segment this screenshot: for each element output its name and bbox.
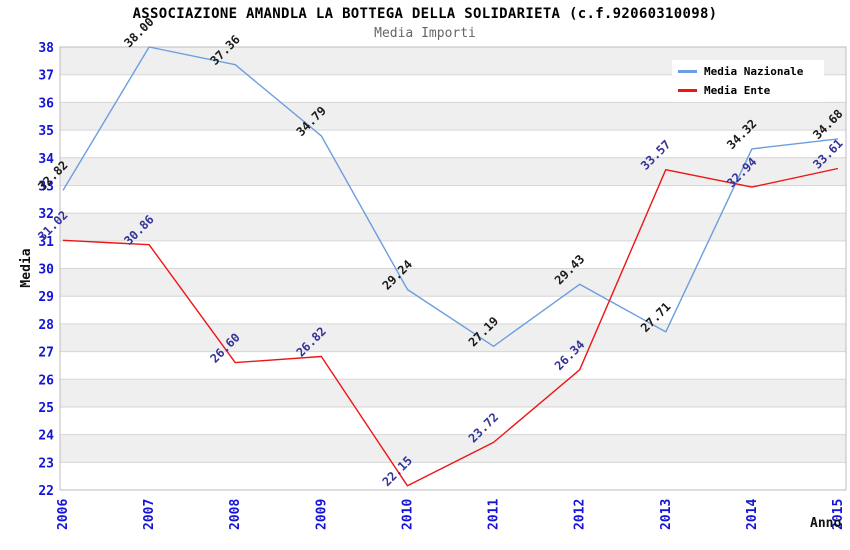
background-band (60, 434, 846, 463)
chart-subtitle: Media Importi (374, 26, 476, 41)
series-line-0 (62, 46, 839, 347)
y-tick-label: 22 (38, 484, 54, 499)
y-tick-label: 35 (38, 124, 54, 139)
y-tick-label: 30 (38, 263, 54, 278)
legend-swatch-media-ente (678, 89, 697, 92)
y-tick-label: 24 (38, 429, 54, 444)
x-tick-label: 2013 (659, 499, 674, 530)
y-tick-label: 29 (38, 290, 54, 305)
background-band (60, 213, 846, 241)
legend-item-media-nazionale: Media Nazionale (678, 62, 824, 81)
y-tick-label: 32 (38, 207, 54, 222)
x-tick-label: 2006 (56, 499, 71, 530)
background-band (60, 157, 846, 186)
y-axis-title: Media (19, 248, 34, 288)
y-tick-label: 34 (38, 152, 54, 167)
y-tick-label: 31 (38, 235, 54, 250)
legend: Media Nazionale Media Ente (672, 60, 824, 102)
y-tick-label: 28 (38, 318, 54, 333)
chart-title: ASSOCIAZIONE AMANDLA LA BOTTEGA DELLA SO… (132, 6, 718, 22)
x-axis-title: Anno (810, 516, 842, 531)
series-line-1 (62, 167, 839, 487)
y-tick-label: 27 (38, 346, 54, 361)
legend-label-media-nazionale: Media Nazionale (704, 65, 804, 78)
y-tick-label: 38 (38, 41, 54, 56)
plot-border (59, 46, 847, 491)
legend-item-media-ente: Media Ente (678, 81, 824, 100)
y-tick-label: 25 (38, 401, 54, 416)
x-tick-label: 2014 (745, 499, 760, 530)
background-band (60, 379, 846, 407)
background-band (60, 323, 846, 352)
x-tick-label: 2011 (487, 499, 502, 530)
data-label: 38.00 (121, 15, 156, 50)
y-tick-label: 23 (38, 456, 54, 471)
y-tick-label: 26 (38, 373, 54, 388)
y-tick-label: 37 (38, 69, 54, 84)
x-tick-label: 2012 (573, 499, 588, 530)
x-tick-label: 2008 (228, 499, 243, 530)
background-band (60, 268, 846, 297)
background-band (60, 102, 846, 131)
x-tick-label: 2007 (142, 499, 157, 530)
y-tick-label: 33 (38, 179, 54, 194)
x-tick-label: 2010 (400, 499, 415, 530)
x-tick-label: 2009 (314, 499, 329, 530)
y-tick-label: 36 (38, 96, 54, 111)
legend-swatch-media-nazionale (678, 70, 697, 73)
legend-label-media-ente: Media Ente (704, 84, 771, 97)
x-tick-label: 2015 (831, 499, 846, 530)
